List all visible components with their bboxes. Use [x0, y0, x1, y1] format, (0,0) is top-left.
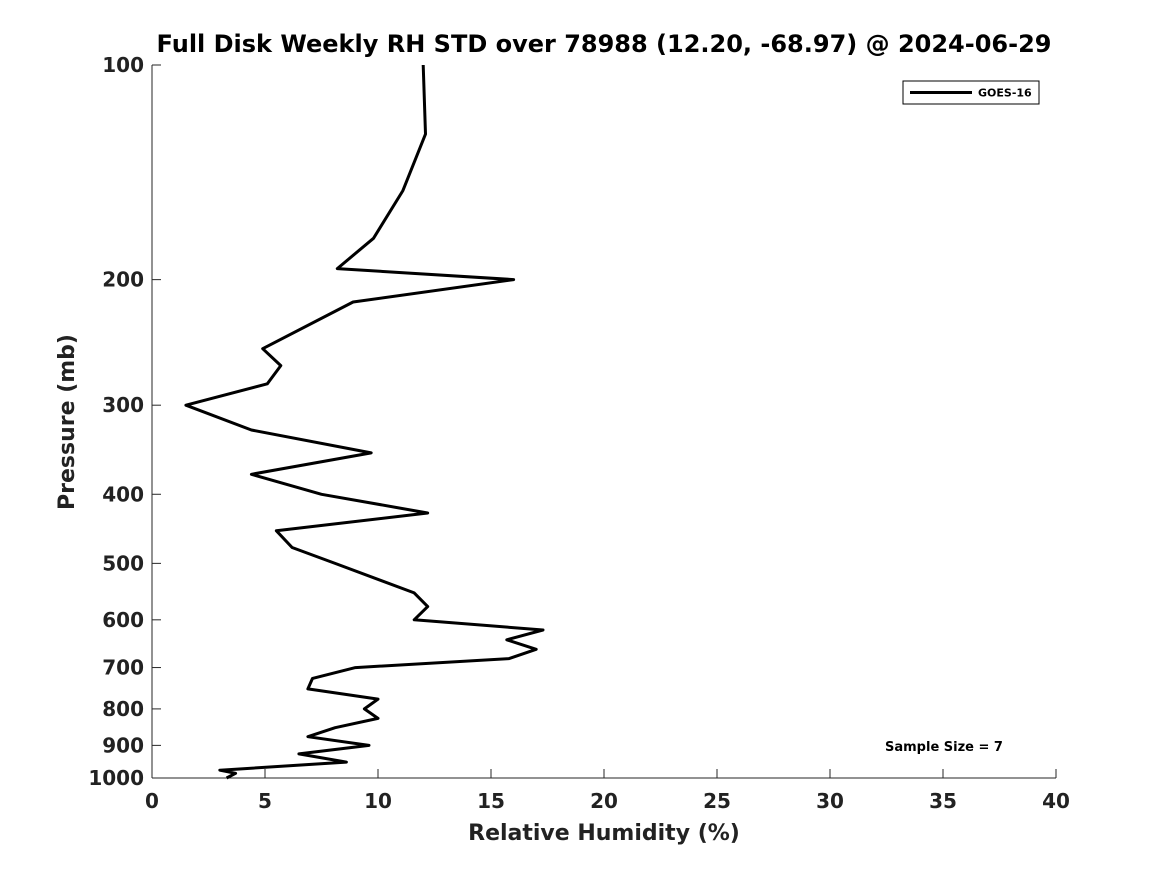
- x-tick-label: 20: [590, 789, 618, 813]
- chart-title: Full Disk Weekly RH STD over 78988 (12.2…: [157, 30, 1052, 58]
- y-tick-label: 200: [102, 268, 144, 292]
- sample-size-annotation: Sample Size = 7: [885, 740, 1003, 755]
- y-tick-label: 500: [102, 551, 144, 575]
- y-tick-label: 800: [102, 697, 144, 721]
- x-tick-label: 5: [258, 789, 272, 813]
- series-line-goes-16: [184, 64, 545, 780]
- legend-label: GOES-16: [978, 87, 1032, 100]
- axes: 0 5 10 15 20 25 30 35 40 100 200 300 400 500 600 700 800…: [88, 53, 1070, 813]
- y-axis-label: Pressure (mb): [55, 334, 80, 510]
- y-tick-label: 900: [102, 733, 144, 757]
- y-tick-label: 700: [102, 656, 144, 680]
- x-tick-label: 15: [477, 789, 505, 813]
- x-tick-label: 10: [364, 789, 392, 813]
- y-tick-label: 100: [102, 53, 144, 77]
- x-tick-label: 30: [816, 789, 844, 813]
- legend: GOES-16: [902, 80, 1040, 105]
- x-tick-label: 25: [703, 789, 731, 813]
- y-tick-label: 600: [102, 608, 144, 632]
- x-tick-label: 0: [145, 789, 159, 813]
- x-tick-label: 35: [929, 789, 957, 813]
- y-tick-label: 300: [102, 393, 144, 417]
- x-tick-label: 40: [1042, 789, 1070, 813]
- x-axis-label: Relative Humidity (%): [468, 821, 740, 846]
- y-tick-label: 400: [102, 482, 144, 506]
- y-tick-label: 1000: [88, 766, 144, 790]
